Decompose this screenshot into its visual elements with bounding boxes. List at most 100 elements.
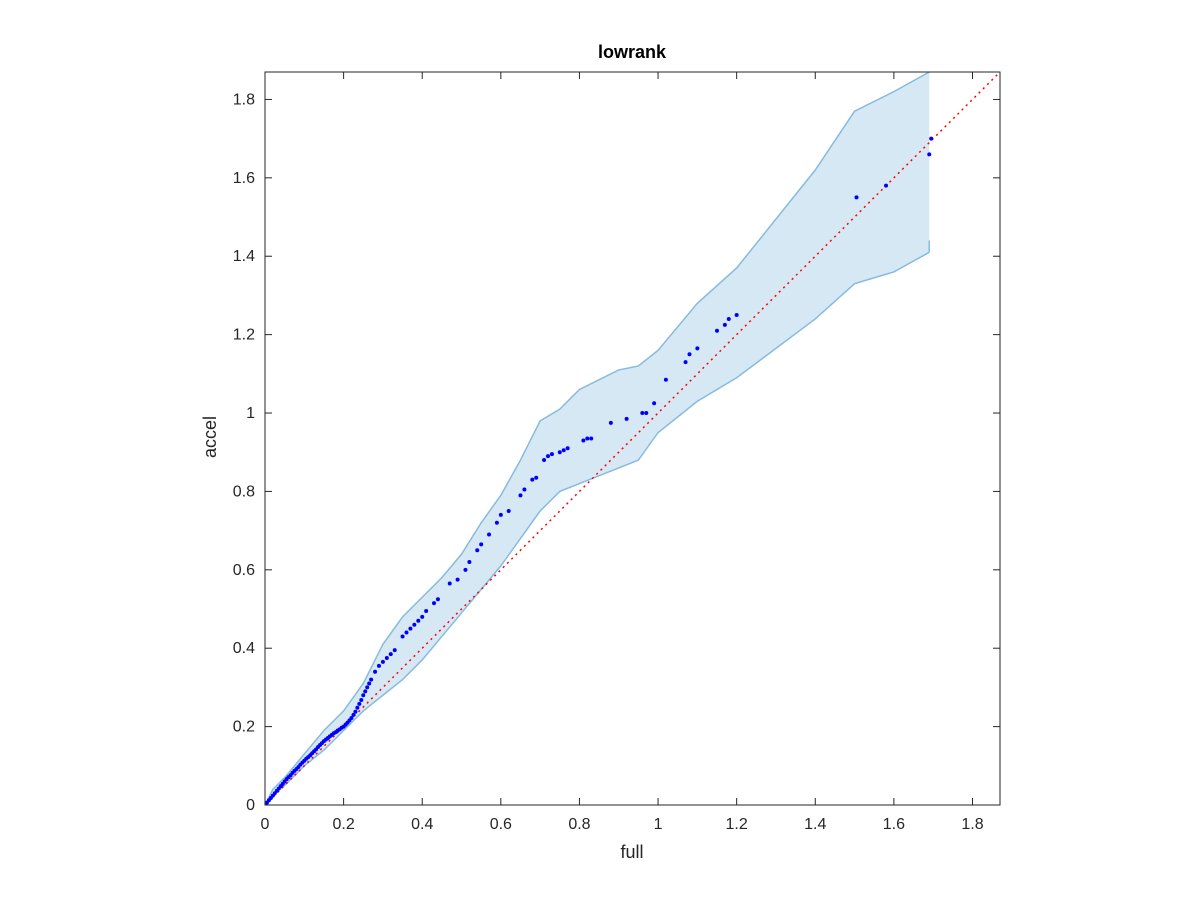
x-tick-label: 1.4	[804, 816, 826, 833]
data-point	[522, 487, 527, 492]
data-point	[687, 352, 692, 357]
data-point	[388, 652, 393, 657]
data-point	[487, 532, 492, 537]
data-point	[420, 614, 425, 619]
data-point	[715, 328, 720, 333]
data-point	[695, 346, 700, 351]
data-point	[376, 663, 381, 668]
x-tick-label: 0.4	[411, 816, 433, 833]
confidence-band	[264, 71, 931, 806]
data-point	[581, 438, 586, 443]
data-point	[351, 712, 356, 717]
x-tick-label: 0.2	[332, 816, 354, 833]
data-point	[506, 509, 511, 514]
band-upper-edge	[264, 71, 930, 806]
data-point	[929, 136, 934, 141]
data-point	[363, 689, 368, 694]
data-point	[498, 512, 503, 517]
data-point	[561, 448, 566, 453]
reference-line	[264, 71, 1001, 806]
data-point	[353, 709, 358, 714]
y-tick-label: 1.4	[233, 248, 255, 265]
chart-title: lowrank	[598, 42, 667, 62]
data-point	[534, 475, 539, 480]
band-fill	[265, 72, 930, 805]
data-point	[734, 313, 739, 318]
data-point	[530, 477, 535, 482]
data-point	[392, 648, 397, 653]
data-point	[663, 377, 668, 382]
data-point	[359, 697, 364, 702]
y-tick-label: 0.2	[233, 719, 255, 736]
y-tick-label: 0.6	[233, 562, 255, 579]
data-point	[365, 685, 370, 690]
data-point	[369, 677, 374, 682]
data-point	[644, 411, 649, 416]
band-lower-edge	[264, 251, 930, 806]
data-point	[854, 195, 859, 200]
data-point	[585, 436, 590, 441]
data-point	[400, 634, 405, 639]
data-point	[608, 420, 613, 425]
y-axis-ticks: 0 0.2 0.4 0.6 0.8 1 1.2 1.4 1.6 1.8	[233, 91, 1000, 814]
y-tick-label: 0	[246, 797, 255, 814]
x-tick-label: 1	[654, 816, 663, 833]
y-axis-label: accel	[200, 416, 220, 458]
y-tick-label: 1.8	[233, 91, 255, 108]
data-point	[640, 411, 645, 416]
x-axis-ticks: 0 0.2 0.4 0.6 0.8 1 1.2 1.4 1.6 1.8	[261, 72, 984, 833]
x-tick-label: 1.8	[961, 816, 983, 833]
data-point	[384, 656, 389, 661]
data-point	[565, 446, 570, 451]
data-point	[367, 681, 372, 686]
data-point	[463, 567, 468, 572]
data-point	[722, 322, 727, 327]
data-point	[416, 618, 421, 623]
y-tick-label: 1	[246, 405, 255, 422]
y-tick-label: 1.6	[233, 170, 255, 187]
x-tick-label: 1.2	[726, 816, 748, 833]
data-point	[494, 520, 499, 525]
data-point	[589, 436, 594, 441]
x-axis-label: full	[620, 842, 643, 862]
data-point	[424, 608, 429, 613]
x-tick-label: 0.6	[490, 816, 512, 833]
data-point	[408, 626, 413, 631]
axes-box	[264, 71, 1001, 806]
data-point	[432, 601, 437, 606]
data-point	[467, 559, 472, 564]
data-point	[549, 452, 554, 457]
data-point	[447, 581, 452, 586]
plot-area	[264, 71, 1001, 806]
data-point	[927, 152, 932, 157]
y-tick-label: 1.2	[233, 327, 255, 344]
data-point	[726, 316, 731, 321]
data-point	[435, 597, 440, 602]
data-point	[412, 622, 417, 627]
data-point	[557, 450, 562, 455]
data-point	[652, 401, 657, 406]
data-point	[479, 542, 484, 547]
x-tick-label: 1.6	[883, 816, 905, 833]
x-tick-label: 0	[261, 816, 270, 833]
data-point	[545, 454, 550, 459]
data-point	[518, 493, 523, 498]
data-point	[542, 458, 547, 463]
data-point	[355, 705, 360, 710]
y-tick-label: 0.8	[233, 483, 255, 500]
data-point	[361, 693, 366, 698]
data-point	[455, 577, 460, 582]
data-point	[624, 416, 629, 421]
data-point	[373, 669, 378, 674]
data-point	[404, 630, 409, 635]
data-point	[357, 701, 362, 706]
x-tick-label: 0.8	[568, 816, 590, 833]
data-points	[264, 136, 934, 805]
y-tick-label: 0.4	[233, 640, 255, 657]
reference-line-group	[264, 71, 1001, 806]
data-point	[380, 659, 385, 664]
data-point	[475, 548, 480, 553]
data-point	[884, 183, 889, 188]
data-point	[349, 715, 354, 720]
